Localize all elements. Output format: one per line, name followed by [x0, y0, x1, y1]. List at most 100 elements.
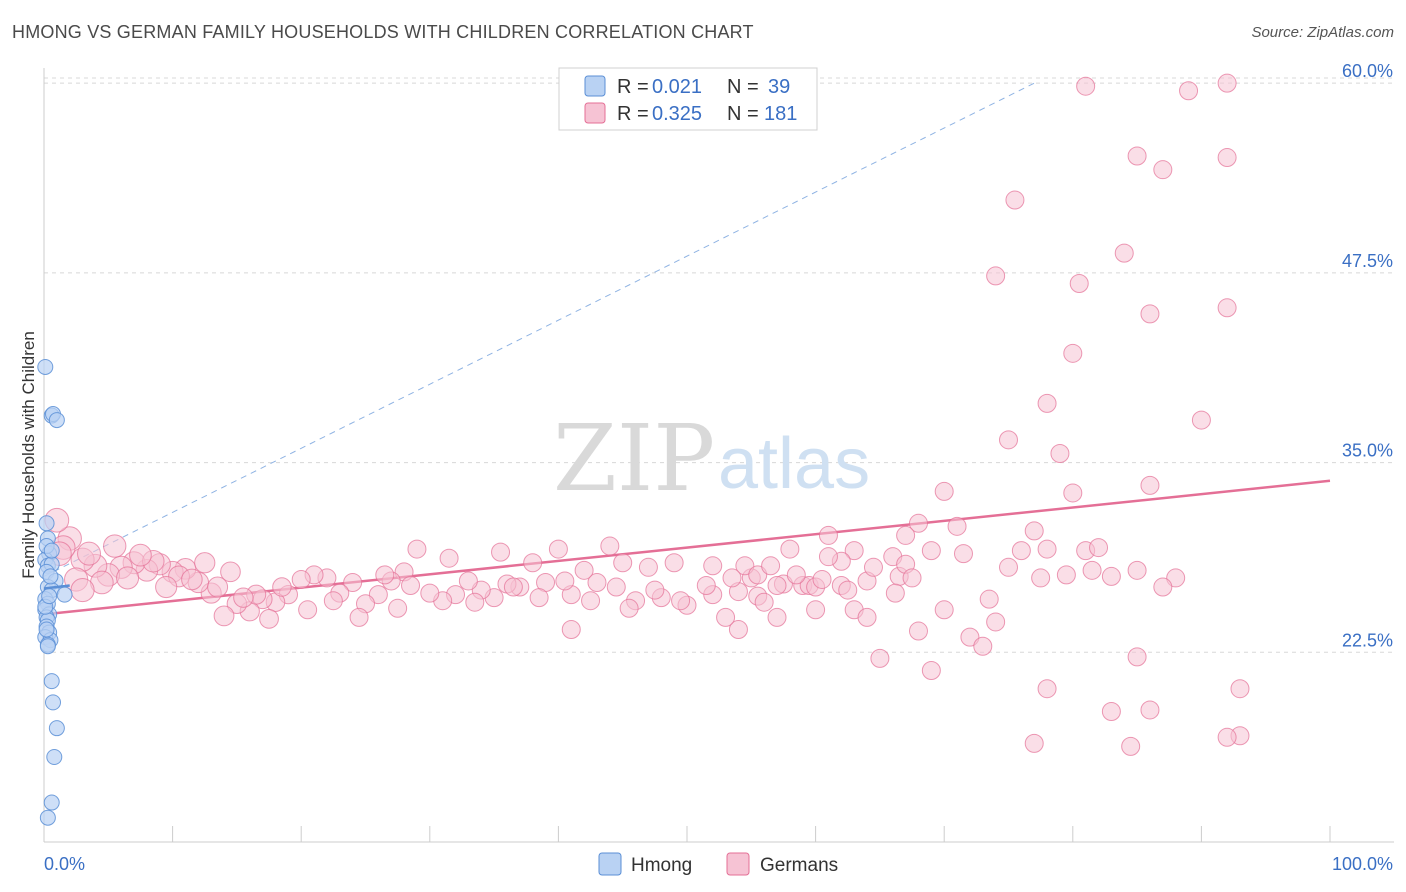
- germans-point: [979, 589, 999, 609]
- hmong-point: [37, 358, 54, 375]
- hmong-point: [56, 586, 73, 603]
- hmong-point: [43, 542, 60, 559]
- germans-point: [986, 612, 1006, 632]
- germans-point: [908, 621, 928, 641]
- germans-point: [786, 565, 806, 585]
- germans-point: [1153, 160, 1173, 180]
- germans-point: [116, 566, 140, 590]
- bottom-legend-label-hmong: Hmong: [631, 855, 692, 876]
- watermark: ZIP atlas: [553, 405, 870, 512]
- hmong-point: [43, 794, 60, 811]
- germans-point: [1230, 679, 1250, 699]
- germans-point: [870, 648, 890, 668]
- germans-point: [1101, 701, 1121, 721]
- germans-point: [986, 266, 1006, 286]
- bottom-legend-label-germans: Germans: [760, 855, 838, 876]
- germans-point: [934, 600, 954, 620]
- hmong-trend-extension: [43, 82, 1035, 577]
- germans-point: [696, 576, 716, 596]
- germans-point: [999, 430, 1018, 450]
- germans-point: [1050, 443, 1070, 463]
- germans-point: [1121, 736, 1141, 756]
- germans-point: [458, 571, 478, 591]
- y-tick-label: 35.0%: [1342, 441, 1393, 461]
- germans-point: [213, 605, 235, 627]
- germans-point: [806, 600, 826, 620]
- hmong-point: [39, 638, 56, 655]
- germans-point: [548, 539, 568, 559]
- germans-point: [1140, 700, 1160, 720]
- germans-point: [401, 576, 421, 596]
- germans-point: [844, 541, 864, 561]
- y-tick-label: 22.5%: [1342, 630, 1393, 650]
- germans-point: [1217, 148, 1237, 168]
- germans-point: [1114, 243, 1134, 263]
- germans-point: [767, 607, 787, 627]
- legend-r-label: R =: [617, 103, 649, 125]
- germans-point: [523, 553, 543, 573]
- germans-point: [587, 572, 607, 592]
- germans-point: [129, 543, 152, 567]
- germans-point: [600, 536, 620, 556]
- bottom-legend: Hmong Germans: [598, 852, 838, 876]
- legend-r-value: 0.325: [652, 103, 702, 125]
- bottom-legend-germans[interactable]: Germans: [726, 852, 838, 876]
- legend-r-label: R =: [617, 76, 649, 98]
- hmong-point: [41, 588, 58, 605]
- germans-point: [780, 539, 800, 559]
- y-tick-labels: 22.5% 35.0% 47.5% 60.0%: [1342, 61, 1393, 650]
- germans-point: [1089, 538, 1109, 558]
- germans-point: [1011, 541, 1031, 561]
- germans-point: [1024, 733, 1044, 753]
- germans-point: [896, 525, 916, 545]
- legend-row-germans: R = 0.325 N = 181: [584, 102, 797, 125]
- hmong-point: [45, 694, 62, 711]
- y-tick-label: 60.0%: [1342, 61, 1393, 81]
- germans-point: [70, 578, 95, 603]
- germans-point: [863, 557, 883, 577]
- legend-n-value: 181: [764, 103, 797, 125]
- germans-point: [207, 576, 229, 598]
- germans-point: [761, 556, 781, 576]
- germans-point: [1037, 679, 1057, 699]
- hmong-point: [48, 720, 65, 737]
- bottom-legend-hmong[interactable]: Hmong: [598, 852, 692, 876]
- germans-point: [491, 542, 511, 562]
- germans-point: [728, 620, 748, 640]
- germans-point: [439, 548, 459, 568]
- germans-point: [1140, 475, 1160, 495]
- germans-point: [947, 516, 967, 536]
- germans-point: [1076, 76, 1096, 96]
- germans-point: [767, 576, 787, 596]
- germans-point: [838, 580, 858, 600]
- axes: [43, 68, 1394, 843]
- germans-point: [1217, 73, 1237, 93]
- germans-point: [1037, 539, 1057, 559]
- germans-point: [818, 525, 838, 545]
- germans-point: [1063, 343, 1083, 363]
- germans-point: [1191, 410, 1211, 430]
- watermark-zip: ZIP: [553, 405, 715, 512]
- germans-point: [1037, 393, 1057, 413]
- germans-point: [555, 571, 575, 591]
- germans-point: [155, 575, 178, 599]
- y-axis-title: Family Households with Children: [19, 331, 38, 579]
- germans-point: [857, 607, 877, 627]
- germans-points: [44, 73, 1250, 756]
- germans-point: [1005, 190, 1025, 210]
- legend-n-label: N =: [727, 76, 759, 98]
- germans-point: [1153, 577, 1173, 597]
- germans-point: [1179, 81, 1199, 101]
- hmong-trend-line: [43, 584, 70, 590]
- germans-point: [343, 572, 363, 592]
- germans-point: [194, 552, 216, 574]
- watermark-atlas: atlas: [718, 424, 870, 504]
- germans-point: [645, 580, 665, 600]
- germans-point: [812, 569, 832, 589]
- legend-r-value: 0.021: [652, 76, 702, 98]
- germans-point: [921, 661, 941, 681]
- germans-point: [272, 577, 292, 597]
- legend-n-value: 39: [768, 76, 790, 98]
- germans-point: [77, 541, 101, 566]
- bottom-legend-swatch-germans: [726, 852, 750, 876]
